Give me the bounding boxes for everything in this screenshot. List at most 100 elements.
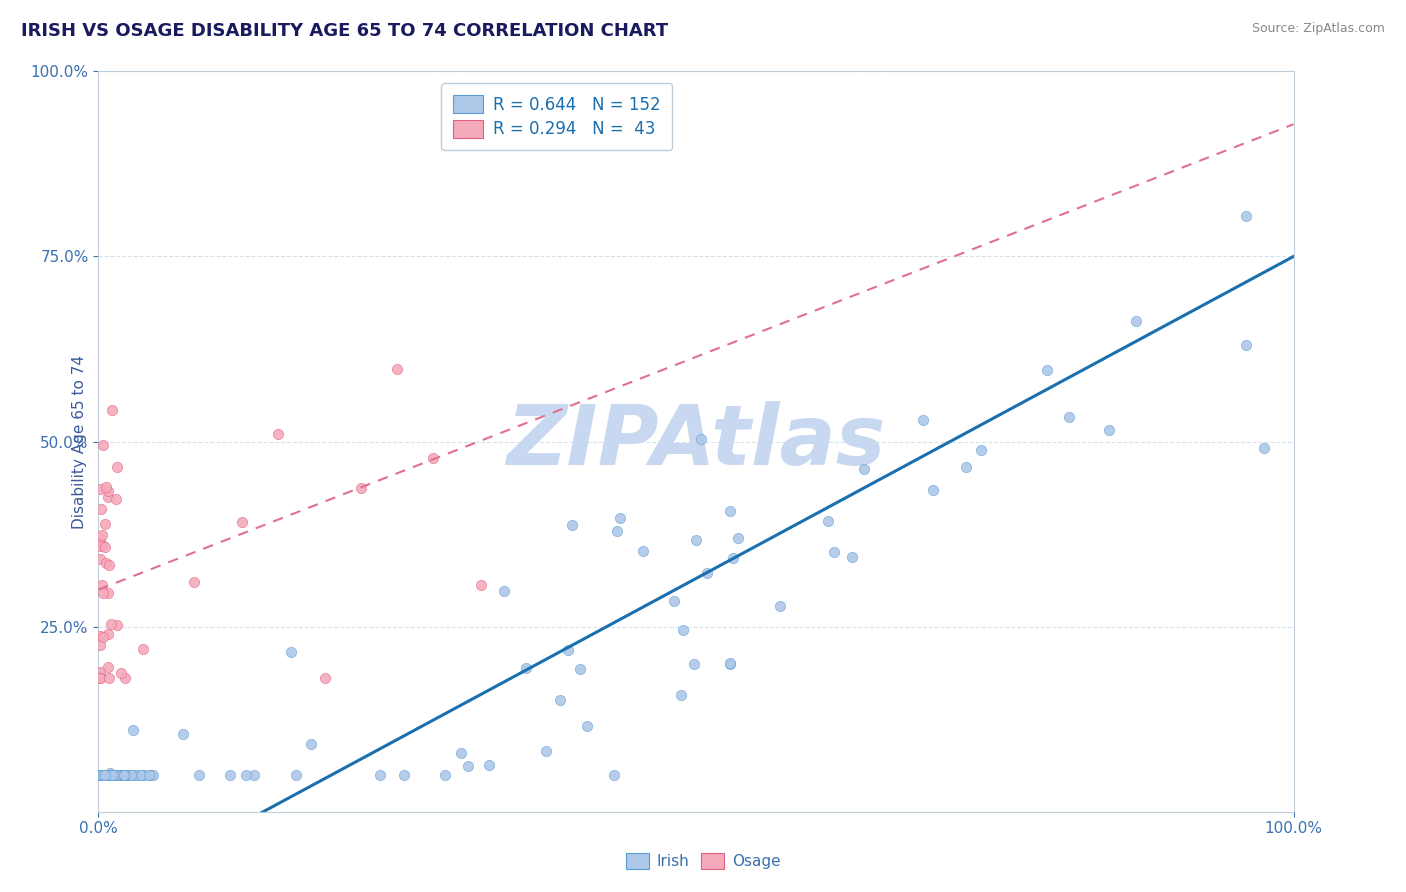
Point — [97, 767, 120, 781]
Point — [955, 459, 977, 474]
Point — [852, 462, 875, 476]
Legend: Irish, Osage: Irish, Osage — [620, 847, 786, 875]
Point — [105, 767, 128, 781]
Point — [911, 413, 934, 427]
Point — [548, 692, 571, 706]
Point — [93, 767, 115, 781]
Point — [110, 767, 132, 781]
Point — [89, 665, 111, 680]
Point — [114, 767, 136, 781]
Point — [561, 517, 583, 532]
Point — [89, 767, 111, 781]
Point — [662, 594, 685, 608]
Point — [96, 767, 118, 781]
Point — [690, 432, 713, 446]
Point — [218, 767, 240, 781]
Point — [1234, 209, 1257, 223]
Point — [89, 482, 111, 496]
Point — [120, 767, 142, 781]
Point — [557, 642, 579, 657]
Point — [94, 480, 117, 494]
Point — [368, 767, 391, 781]
Point — [89, 767, 111, 781]
Point — [91, 577, 114, 591]
Point — [350, 481, 373, 495]
Point — [89, 638, 111, 652]
Point — [89, 767, 111, 781]
Point — [769, 599, 792, 613]
Point — [299, 737, 322, 751]
Point — [89, 672, 111, 686]
Point — [602, 767, 624, 781]
Point — [100, 616, 122, 631]
Point — [100, 767, 122, 781]
Point — [96, 767, 118, 781]
Point — [105, 491, 128, 506]
Point — [94, 540, 117, 554]
Point — [100, 767, 122, 781]
Point — [97, 660, 120, 674]
Point — [727, 531, 749, 545]
Point — [105, 767, 128, 781]
Point — [1234, 338, 1257, 352]
Point — [94, 767, 117, 781]
Point — [131, 767, 153, 781]
Point — [112, 767, 135, 781]
Point — [669, 688, 692, 702]
Point — [132, 642, 155, 657]
Point — [94, 767, 117, 781]
Point — [91, 767, 114, 781]
Point — [721, 551, 744, 566]
Point — [100, 403, 122, 417]
Point — [94, 516, 117, 531]
Point — [1057, 410, 1080, 425]
Point — [94, 767, 117, 781]
Point — [132, 767, 155, 781]
Point — [97, 767, 120, 781]
Point — [89, 539, 111, 553]
Point — [98, 767, 121, 781]
Point — [718, 504, 741, 518]
Point — [96, 767, 118, 781]
Point — [536, 744, 558, 758]
Point — [114, 672, 136, 686]
Point — [188, 767, 211, 781]
Point — [117, 767, 139, 781]
Point — [98, 672, 121, 686]
Point — [231, 515, 253, 529]
Point — [105, 767, 128, 781]
Point — [89, 672, 111, 686]
Point — [478, 758, 501, 772]
Point — [96, 767, 118, 781]
Point — [90, 767, 112, 781]
Point — [108, 767, 131, 781]
Point — [94, 767, 117, 781]
Point — [93, 767, 115, 781]
Point — [104, 767, 127, 781]
Point — [97, 767, 120, 781]
Point — [243, 767, 266, 781]
Point — [457, 758, 479, 772]
Point — [91, 767, 114, 781]
Point — [94, 767, 117, 781]
Point — [139, 767, 162, 781]
Point — [139, 767, 162, 781]
Point — [104, 767, 127, 781]
Point — [107, 767, 129, 781]
Point — [93, 767, 115, 781]
Point — [682, 657, 704, 672]
Point — [718, 657, 741, 671]
Text: IRISH VS OSAGE DISABILITY AGE 65 TO 74 CORRELATION CHART: IRISH VS OSAGE DISABILITY AGE 65 TO 74 C… — [21, 22, 668, 40]
Point — [94, 767, 117, 781]
Point — [89, 531, 111, 545]
Point — [122, 767, 145, 781]
Point — [576, 719, 599, 733]
Point — [609, 510, 631, 524]
Point — [90, 767, 112, 781]
Point — [696, 566, 718, 580]
Point — [96, 556, 118, 570]
Point — [142, 767, 165, 781]
Point — [101, 767, 124, 781]
Point — [103, 767, 125, 781]
Point — [97, 484, 120, 499]
